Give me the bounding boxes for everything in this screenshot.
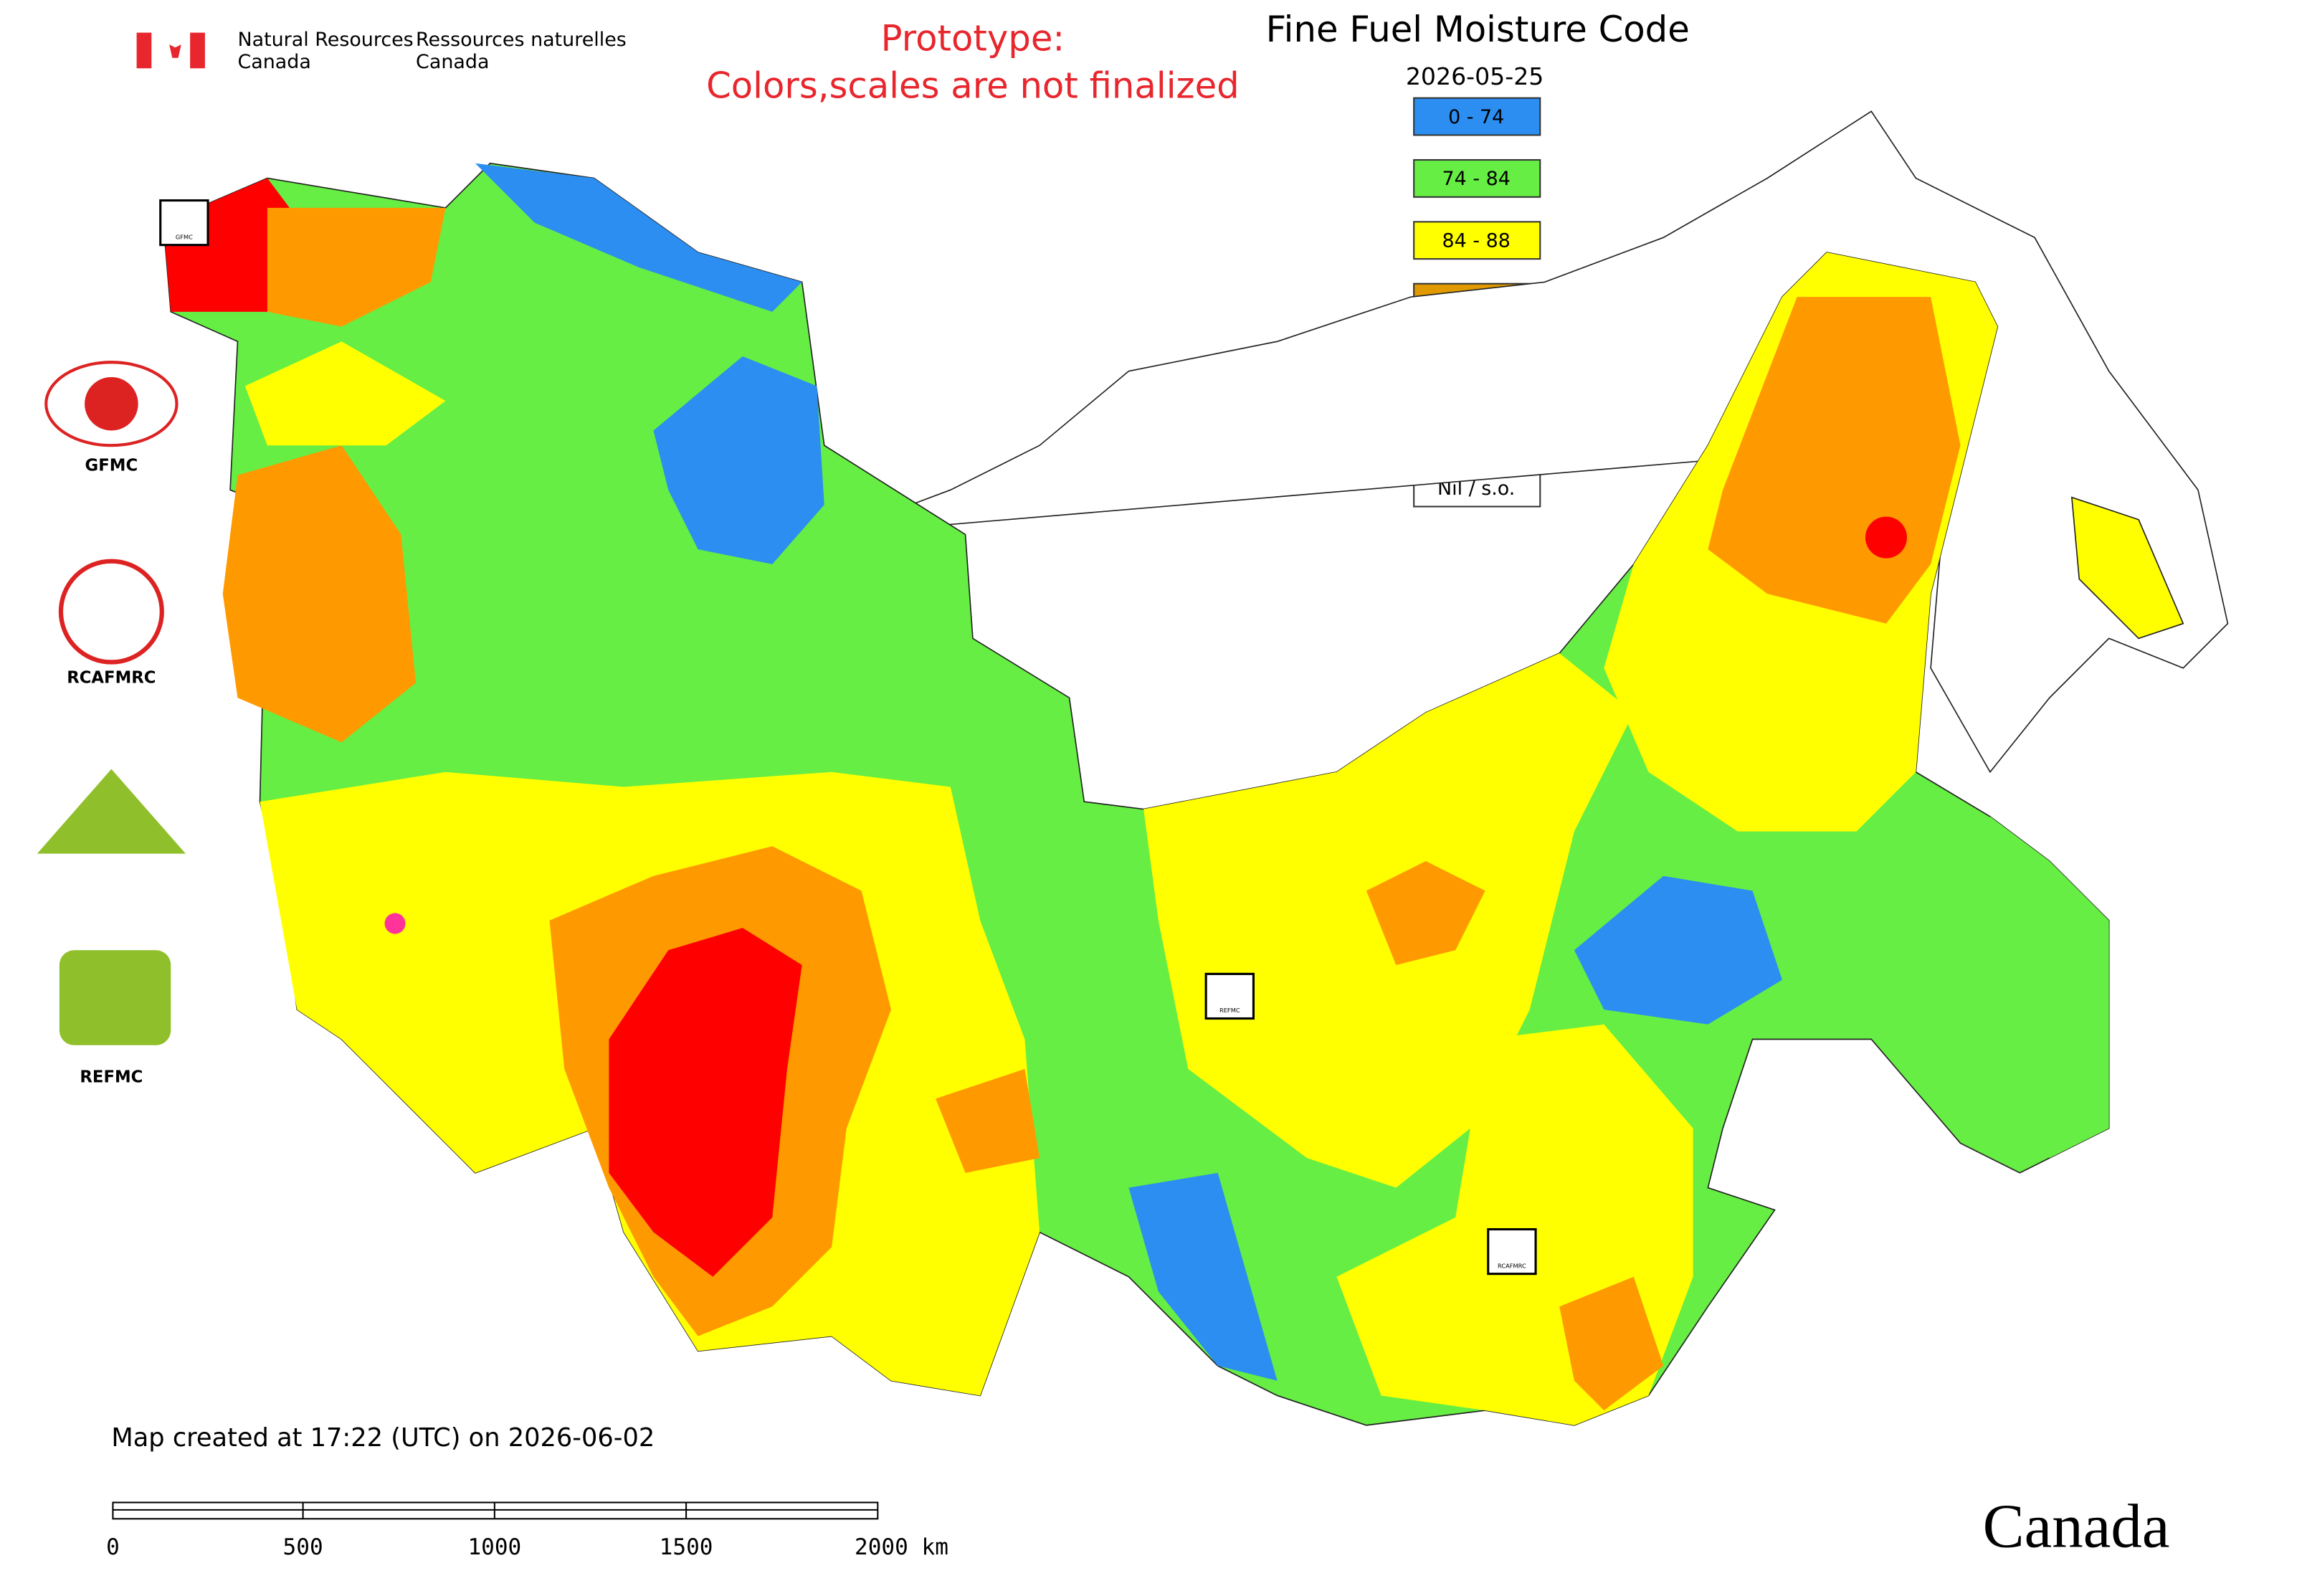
scale-label: 0 — [106, 1534, 120, 1560]
legend-label: 0 - 74 — [1448, 106, 1504, 128]
notice: Colors,scales are not finalized — [706, 65, 1240, 107]
scale-label: 1000 — [467, 1534, 521, 1560]
legend-label: 84 - 88 — [1442, 230, 1511, 252]
marker-box — [1204, 972, 1255, 1020]
logo-label: RCAFMRC — [67, 669, 156, 688]
flag — [136, 32, 205, 69]
date: 2026-05-25 — [1406, 62, 1544, 90]
legend-swatch — [1413, 221, 1541, 260]
agency-fr: Canada — [416, 51, 489, 73]
agency-fr: Ressources naturelles — [416, 29, 627, 51]
marker-label: GFMC — [176, 233, 193, 240]
created-note: Map created at 17:22 (UTC) on 2026-06-02 — [111, 1423, 655, 1453]
legend-swatch — [1413, 158, 1541, 198]
marker-box — [159, 199, 209, 247]
agency-en: Canada — [237, 51, 310, 73]
marker-label: RCAFMRC — [1498, 1262, 1526, 1269]
scale-label: 1500 — [660, 1534, 713, 1560]
marker-box — [1487, 1227, 1537, 1276]
title: Fine Fuel Moisture Code — [1266, 9, 1690, 50]
agency-en: Natural Resources — [237, 29, 413, 51]
scale-labels: 0 500 1000 1500 2000 km — [106, 1534, 948, 1560]
scale-label: 2000 km — [855, 1534, 948, 1560]
legend-swatch — [1413, 97, 1541, 136]
map — [163, 110, 2229, 1426]
notice: Prototype: — [881, 17, 1065, 59]
scale-bar — [112, 1501, 879, 1520]
logo-label: REFMC — [80, 1068, 143, 1087]
map-markers: GFMC REFMC RCAFMRC — [159, 199, 1537, 1276]
marker-label: REFMC — [1219, 1007, 1240, 1014]
wordmark: Canada — [1983, 1491, 2170, 1561]
legend-label: 74 - 84 — [1442, 168, 1511, 190]
logos: GFMC RCAFMRC REFMC — [37, 361, 186, 1087]
logo-label: GFMC — [85, 456, 138, 475]
scale-label: 500 — [283, 1534, 323, 1560]
